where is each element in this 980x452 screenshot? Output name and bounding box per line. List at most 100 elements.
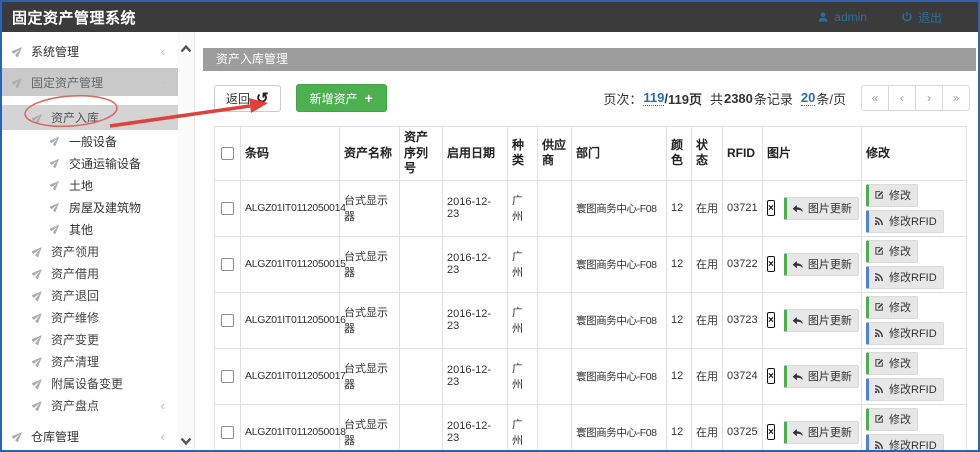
cell-rfid: 03723 [722, 291, 763, 349]
edit-rfid-button[interactable]: 修改RFID [866, 433, 944, 452]
panel-title: 资产入库管理 [203, 48, 976, 71]
edit-rfid-button[interactable]: 修改RFID [866, 209, 944, 233]
edit-button[interactable]: 修改 [866, 295, 918, 319]
plus-icon: + [364, 90, 373, 106]
image-update-button[interactable]: 图片更新 [783, 420, 859, 444]
image-update-label: 图片更新 [807, 426, 852, 439]
sidebar-item[interactable]: 固定资产管理 ‹ [2, 68, 178, 96]
sidebar-item[interactable]: 资产借用 [2, 262, 178, 284]
select-all-checkbox[interactable] [221, 146, 234, 160]
cell-department: 寰图商务中心-F08 [571, 291, 667, 349]
sidebar-item[interactable]: 资产变更 [2, 328, 178, 350]
reply-arrow-icon [792, 260, 803, 268]
edit-rfid-button[interactable]: 修改RFID [866, 377, 944, 401]
records-suf: 条记录 [753, 91, 793, 107]
cell-barcode: ALGZ01IT0112050018 [240, 403, 346, 450]
sidebar-item[interactable]: 资产盘点 ‹ [2, 394, 178, 416]
logout-link[interactable]: 退出 [901, 9, 942, 26]
paper-plane-icon [49, 223, 62, 235]
paper-plane-icon [31, 333, 44, 346]
row-checkbox[interactable] [221, 369, 234, 383]
scroll-up-icon[interactable] [180, 40, 192, 53]
per-page-link[interactable]: 20 [800, 90, 816, 106]
first-page-button[interactable]: « [861, 85, 889, 111]
sidebar-item-label: 资产领用 [51, 244, 100, 259]
cell-color: 12 [666, 235, 692, 293]
sidebar-item-label: 交通运输设备 [69, 156, 142, 171]
broken-image-icon: × [767, 312, 775, 329]
col-barcode: 条码 [240, 126, 340, 181]
sidebar-item[interactable]: 资产入库 ‹ [2, 105, 178, 130]
user-menu[interactable]: admin [817, 9, 867, 26]
sidebar-item-label: 附属设备变更 [51, 376, 124, 391]
sidebar-item[interactable]: 资产退回 [2, 284, 178, 306]
last-page-button[interactable]: » [942, 85, 970, 111]
sidebar-item[interactable]: 资产领用 [2, 240, 178, 262]
cell-status: 在用 [691, 403, 723, 450]
back-button[interactable]: 返回 ↺ [214, 84, 281, 112]
row-checkbox[interactable] [221, 313, 234, 327]
sidebar-item[interactable]: 交通运输设备 [2, 152, 178, 174]
sidebar-item[interactable]: 房屋及建筑物 [2, 196, 178, 218]
image-update-button[interactable]: 图片更新 [783, 364, 859, 388]
sidebar-item[interactable]: 其他 [2, 218, 178, 240]
sidebar-item[interactable]: 仓库管理 ‹ [2, 422, 178, 450]
cell-rfid: 03725 [722, 403, 763, 450]
sidebar-item-label: 房屋及建筑物 [69, 200, 142, 215]
add-asset-button[interactable]: 新增资产 + [295, 84, 387, 112]
edit-button[interactable]: 修改 [866, 239, 918, 263]
paper-plane-icon [11, 76, 24, 89]
sidebar-item-label: 资产清理 [51, 354, 100, 369]
row-checkbox[interactable] [221, 257, 234, 271]
sidebar-item[interactable]: 资产维修 [2, 306, 178, 328]
paper-plane-icon [49, 201, 62, 213]
image-update-button[interactable]: 图片更新 [783, 196, 859, 220]
logout-icon [902, 11, 912, 22]
paper-plane-icon [49, 157, 62, 169]
edit-button[interactable]: 修改 [866, 407, 918, 431]
reply-arrow-icon [792, 428, 803, 436]
cell-supplier [537, 347, 572, 405]
cell-department: 寰图商务中心-F08 [571, 235, 667, 293]
cell-asset-name: 台式显示器 [339, 291, 400, 349]
chevron-icon: ‹ [160, 428, 165, 444]
row-checkbox[interactable] [221, 425, 234, 439]
image-update-button[interactable]: 图片更新 [783, 308, 859, 332]
edit-rfid-label: 修改RFID [889, 215, 937, 228]
cell-serial [399, 403, 443, 450]
col-supplier: 供应商 [537, 126, 572, 181]
edit-icon [875, 303, 884, 311]
edit-rfid-button[interactable]: 修改RFID [866, 321, 944, 345]
current-page-link[interactable]: 119 [643, 90, 665, 106]
scroll-down-icon[interactable] [180, 433, 192, 446]
cell-serial [399, 291, 443, 349]
prev-page-button[interactable]: ‹ [888, 85, 916, 111]
pager-buttons: « ‹ › » [861, 85, 970, 111]
sidebar-item[interactable]: 系统管理 ‹ [2, 37, 178, 65]
cell-status: 在用 [691, 235, 723, 293]
sidebar-item[interactable]: 土地 [2, 174, 178, 196]
sidebar-scrollbar[interactable] [178, 32, 195, 450]
cell-rfid: 03722 [722, 235, 763, 293]
broken-image-icon: × [767, 200, 775, 217]
cell-rfid: 03721 [722, 179, 763, 237]
row-checkbox[interactable] [221, 201, 234, 215]
edit-rfid-label: 修改RFID [889, 439, 937, 452]
edit-rfid-button[interactable]: 修改RFID [866, 265, 944, 289]
sidebar-item-label: 固定资产管理 [31, 75, 104, 90]
sidebar-item-label: 其他 [69, 222, 94, 237]
edit-button[interactable]: 修改 [866, 351, 918, 375]
edit-button[interactable]: 修改 [866, 183, 918, 207]
paper-plane-icon [31, 355, 44, 368]
next-page-button[interactable]: › [915, 85, 943, 111]
paper-plane-icon [31, 377, 44, 390]
paper-plane-icon [31, 289, 44, 302]
sidebar-item[interactable]: 附属设备变更 [2, 372, 178, 394]
image-update-button[interactable]: 图片更新 [783, 252, 859, 276]
sidebar-item[interactable]: 资产清理 [2, 350, 178, 372]
cell-supplier [537, 291, 572, 349]
cell-serial [399, 347, 443, 405]
paper-plane-icon [31, 112, 44, 125]
paper-plane-icon [31, 311, 44, 324]
sidebar-item[interactable]: 一般设备 [2, 130, 178, 152]
